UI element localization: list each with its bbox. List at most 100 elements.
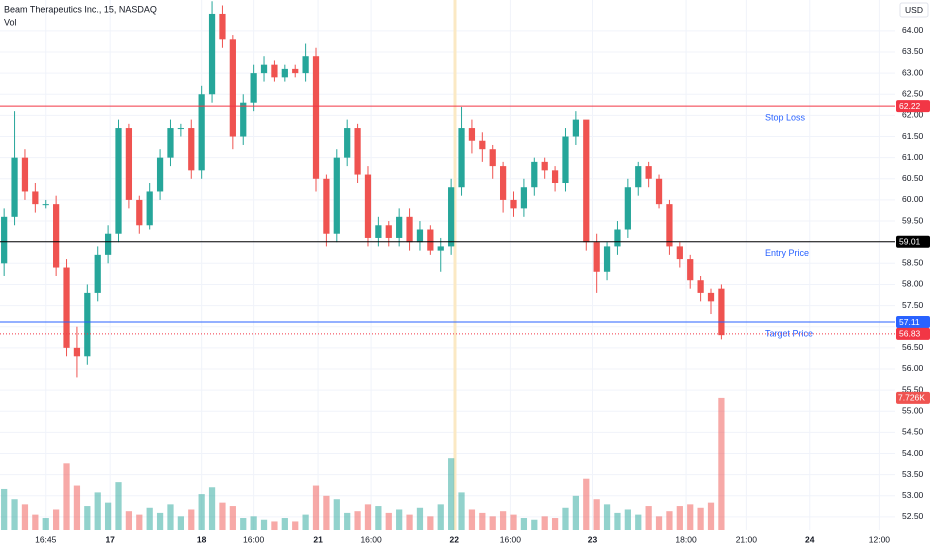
candle-body [655, 178, 663, 205]
y-tick-label: 57.50 [902, 300, 924, 310]
candle-body [125, 128, 133, 200]
x-tick-label: 23 [588, 534, 598, 544]
volume-bar [250, 516, 257, 530]
y-tick-label: 58.00 [902, 279, 924, 289]
x-tick-label: 24 [805, 534, 815, 544]
candle-body [219, 13, 226, 40]
y-tick-label: 60.00 [902, 194, 924, 204]
y-tick-label: 61.50 [902, 131, 924, 141]
level-tag [896, 100, 930, 113]
candle-body [375, 225, 382, 238]
candle-body [479, 140, 486, 150]
volume-bar [614, 512, 621, 530]
volume-bar [375, 506, 382, 530]
candle-body [396, 216, 403, 238]
candle-body [499, 166, 507, 200]
candle-body [645, 166, 652, 179]
candle-body [697, 280, 704, 293]
axes: 52.50 53.00 53.50 54.00 54.50 55.00 55.50 56.00… [35, 25, 923, 544]
y-tick-label: 53.50 [902, 469, 924, 479]
candle-body [115, 128, 122, 234]
x-tick-label: 22 [450, 534, 460, 544]
y-tick-label: 64.00 [902, 25, 924, 35]
volume-bar [603, 504, 611, 530]
currency: USD [905, 5, 923, 15]
y-tick-label: 62.00 [902, 110, 924, 120]
candle-body [271, 64, 278, 78]
y-tick-label: 52.50 [902, 511, 924, 521]
candle-body [21, 157, 29, 192]
candle-body [427, 229, 434, 251]
candle-body [1, 216, 8, 264]
y-tick-label: 62.50 [902, 89, 924, 99]
candle-body [406, 216, 413, 243]
candle-body [489, 149, 496, 167]
candle-body [94, 254, 101, 293]
candle-body [344, 128, 351, 158]
volume-bar [156, 512, 164, 530]
volume-bar [281, 518, 288, 530]
x-tick-label: 18 [197, 534, 207, 544]
candle-body [84, 292, 91, 357]
volume [1, 397, 725, 530]
volume-bar [666, 511, 673, 530]
volume-bar [1, 488, 8, 530]
x-tick-label: 16:00 [500, 534, 522, 544]
volume-bar [115, 482, 122, 530]
candle-body [614, 229, 621, 247]
volume-bar [697, 507, 704, 530]
candle-body [146, 191, 153, 226]
y-tick-label: 56.00 [902, 363, 924, 373]
volume-bar [229, 506, 236, 530]
volume-bar [489, 516, 496, 530]
level-name: Stop Loss [765, 112, 806, 122]
candle-body [312, 56, 320, 179]
candle-body [198, 94, 205, 171]
y-tick-label: 56.50 [902, 342, 924, 352]
y-tick-label: 63.50 [902, 46, 924, 56]
volume-tag [896, 391, 930, 404]
volume-bar [655, 516, 663, 530]
volume-value: 7.726K [898, 393, 925, 403]
volume-bar [323, 495, 330, 530]
level-value: 57.11 [899, 317, 920, 327]
candle-body [292, 68, 299, 74]
y-tick-label: 54.50 [902, 427, 924, 437]
candle-body [302, 56, 309, 74]
x-tick-label: 16:00 [360, 534, 382, 544]
candle-body [448, 187, 455, 247]
volume-bar [146, 507, 153, 530]
price-axis [895, 0, 932, 550]
volume-bar [198, 494, 205, 530]
volume-bar [520, 518, 528, 530]
candle-body [250, 73, 257, 103]
candle-body [416, 229, 424, 243]
candle-body [32, 191, 39, 205]
volume-bar [333, 499, 340, 530]
volume-bar [167, 504, 174, 530]
level-value: 62.22 [899, 101, 921, 111]
candle-body [687, 259, 694, 281]
volume-bar [437, 504, 444, 530]
candle-body [385, 225, 392, 238]
volume-bar [593, 499, 600, 530]
x-tick-label: 16:45 [35, 534, 57, 544]
candle-body [624, 187, 631, 230]
volume-bar [177, 516, 184, 530]
candle-body [63, 267, 70, 348]
candle-body [354, 128, 361, 175]
currency-badge[interactable] [899, 2, 929, 18]
level-tag [896, 235, 930, 248]
volume-bar [458, 492, 465, 530]
candle-body [520, 187, 528, 209]
volume-bar [406, 514, 413, 530]
x-tick-label: 21 [313, 534, 323, 544]
volume-bar [53, 509, 60, 530]
candle-body [437, 246, 444, 251]
candle-body [583, 119, 590, 243]
volume-bar [208, 487, 216, 530]
candle-body [11, 157, 18, 217]
volume-bar [385, 512, 392, 530]
